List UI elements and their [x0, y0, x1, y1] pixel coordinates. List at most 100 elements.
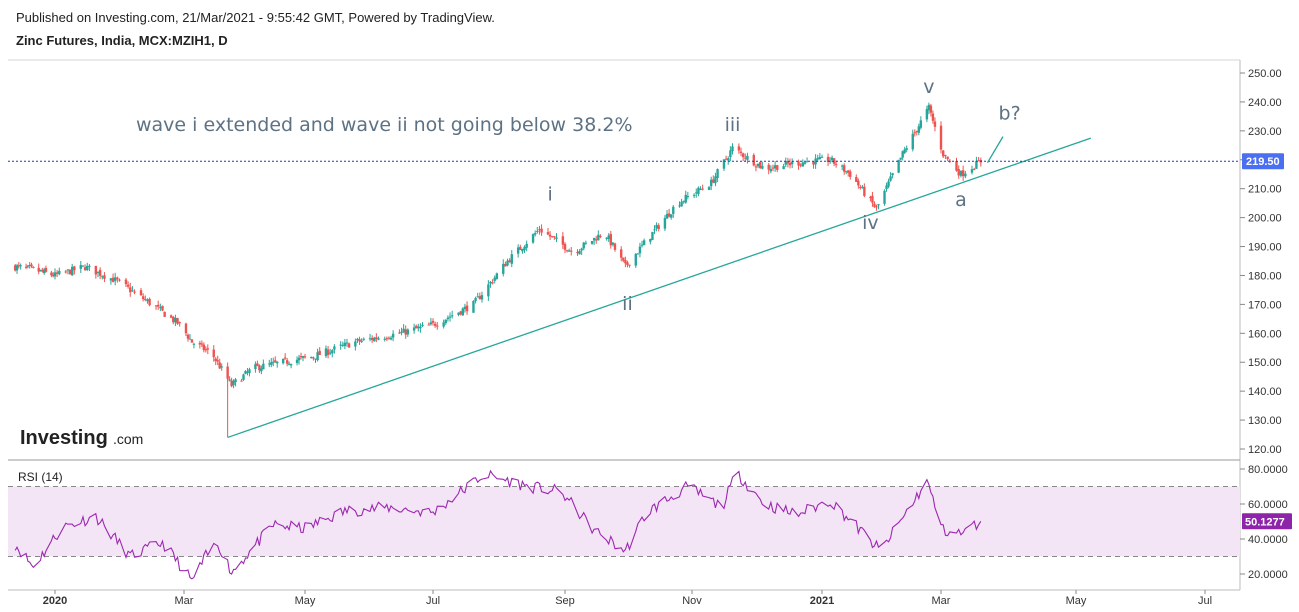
candle-body: [190, 339, 194, 343]
candle-body: [326, 349, 330, 355]
candle-body: [258, 365, 261, 371]
candle-body: [32, 266, 35, 268]
candle-body: [489, 281, 492, 284]
trendline[interactable]: [227, 137, 1092, 439]
candle-body: [383, 338, 386, 340]
candle-body: [955, 161, 958, 171]
candle-body: [580, 248, 583, 251]
candle-body: [385, 338, 389, 340]
candle-body: [172, 317, 175, 323]
candle-body: [919, 120, 923, 128]
rsi-line: [14, 469, 982, 580]
candle-body: [712, 179, 715, 183]
time-tick-label: May: [295, 595, 316, 607]
candle-body: [812, 161, 815, 165]
price-tick-label: 210.00: [1248, 184, 1282, 196]
candle-body: [567, 250, 571, 252]
time-tick-label: Sep: [555, 595, 575, 607]
candle-body: [442, 322, 445, 327]
logo-suffix: .com: [113, 431, 143, 447]
candle-body: [830, 157, 834, 161]
candle-body: [360, 340, 363, 342]
candle-body: [820, 156, 824, 158]
price-tick-label: 180.00: [1248, 270, 1282, 282]
candle-body: [506, 260, 509, 266]
candle-body: [786, 161, 790, 164]
candle-body: [776, 165, 779, 170]
candle-body: [611, 242, 615, 245]
candle-body: [146, 299, 149, 302]
price-tick-label: 170.00: [1248, 299, 1282, 311]
candle-body: [58, 270, 61, 275]
candle-body: [834, 164, 838, 166]
candle-body: [788, 162, 792, 166]
candle-body: [421, 324, 424, 326]
candle-body: [626, 262, 629, 265]
candle-body: [883, 190, 886, 204]
candle-body: [826, 156, 830, 162]
candle-body: [555, 237, 558, 240]
candle-body: [814, 158, 817, 165]
candle-body: [370, 337, 374, 341]
candle-body: [816, 158, 819, 160]
candle-body: [933, 121, 937, 127]
candle-body: [584, 242, 588, 244]
candle-body: [204, 349, 208, 351]
candle-body: [891, 173, 894, 176]
candle-body: [797, 161, 800, 166]
candle-body: [144, 298, 147, 300]
candle-body: [289, 364, 293, 366]
candle-body: [398, 332, 401, 334]
candle-body: [570, 250, 573, 252]
candle-body: [389, 337, 393, 340]
price-tick-label: 150.00: [1248, 357, 1282, 369]
candle-body: [154, 305, 158, 307]
candle-body: [232, 380, 235, 386]
candle-body: [536, 230, 539, 232]
candle-body: [845, 171, 848, 173]
candle-body: [109, 278, 113, 281]
candle-body: [356, 338, 359, 341]
candle-body: [519, 246, 522, 250]
candle-body: [622, 257, 625, 261]
candle-body: [640, 244, 644, 246]
candle-body: [915, 131, 918, 133]
candle-body: [651, 231, 654, 240]
candle-body: [303, 356, 307, 358]
candle-body: [480, 295, 484, 300]
candle-body: [842, 165, 846, 172]
candle-body: [343, 342, 347, 347]
candle-body: [301, 356, 305, 358]
candle-body: [66, 269, 70, 271]
candle-body: [741, 153, 745, 158]
candle-body: [758, 162, 762, 168]
candle-body: [444, 319, 447, 324]
candle-body: [214, 358, 217, 361]
rsi-value-badge: 50.1277: [1242, 513, 1292, 530]
candle-body: [159, 307, 162, 309]
candle-body: [946, 156, 949, 160]
candle-body: [55, 272, 59, 274]
candle-body: [944, 154, 947, 156]
candle-body: [773, 165, 777, 169]
candle-body: [642, 240, 646, 246]
candle-body: [79, 265, 82, 269]
candle-body: [234, 379, 237, 383]
candle-body: [474, 298, 477, 302]
candle-body: [531, 234, 535, 243]
candle-body: [869, 196, 872, 198]
candle-body: [297, 357, 301, 361]
candle-body: [678, 205, 681, 207]
candle-body: [563, 243, 567, 250]
candle-body: [697, 187, 700, 194]
candle-body: [198, 342, 202, 345]
candle-body: [553, 236, 556, 238]
candle-body: [218, 362, 221, 369]
candle-body: [94, 265, 98, 275]
candle-body: [599, 235, 602, 237]
candle-body: [206, 348, 210, 350]
candle-body: [495, 273, 499, 279]
candle-body: [942, 150, 945, 157]
candle-body: [638, 246, 642, 254]
